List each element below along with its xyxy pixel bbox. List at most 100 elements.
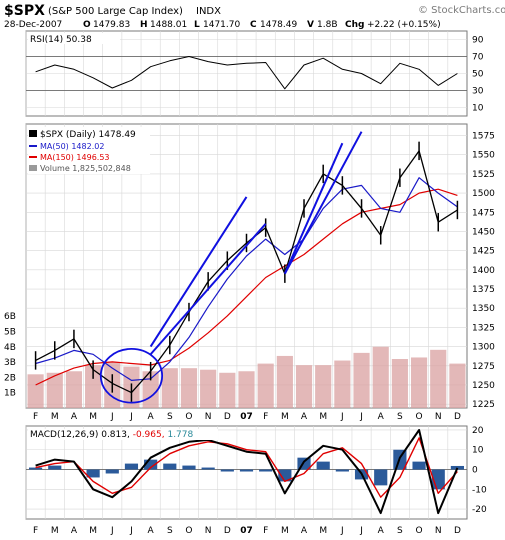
x-tick-label: S (397, 526, 403, 536)
x-tick-label: J (340, 412, 344, 422)
macd-histogram-bar (278, 469, 292, 482)
macd-histogram-bar (201, 467, 215, 470)
x-tick-label: D (224, 412, 231, 422)
volume-bar (200, 369, 217, 408)
macd-histogram-bar (182, 465, 196, 470)
index-name: (S&P 500 Large Cap Index) (48, 6, 183, 17)
x-tick-label: M (319, 412, 327, 422)
low-label: L (194, 20, 200, 30)
volume-bar (180, 368, 198, 408)
y-tick-label: 10 (472, 104, 484, 114)
volume-bar (85, 365, 102, 408)
volume-tick-label: 6B (4, 312, 16, 322)
trendline (149, 223, 267, 355)
x-tick-label: A (71, 412, 78, 422)
macd-title-main: MACD(12,26,9) 0.813, (30, 430, 130, 440)
volume-bar (257, 363, 274, 408)
x-tick-label: A (301, 526, 308, 536)
ma50-line (35, 177, 458, 381)
y-tick-label: 1375 (472, 285, 495, 295)
macd-histogram-bar (86, 469, 100, 478)
y-tick-label: 1400 (472, 266, 495, 276)
x-tick-label: S (167, 412, 173, 422)
x-tick-label: S (167, 526, 173, 536)
volume-tick-label: 1B (4, 389, 16, 399)
volume-tick-label: 5B (4, 327, 16, 337)
y-tick-label: 10 (472, 446, 484, 456)
y-tick-label: 90 (472, 36, 484, 46)
y-tick-label: 1250 (472, 381, 495, 391)
x-tick-label: F (263, 526, 268, 536)
close-value: 1478.49 (260, 20, 297, 30)
ma150-line (35, 188, 458, 386)
macd-histogram-bar (412, 461, 426, 470)
symbol-title: $SPX (4, 3, 45, 19)
x-tick-label: O (185, 526, 192, 536)
macd-histogram-bar (105, 469, 119, 474)
macd-signal-line (35, 437, 458, 498)
x-tick-label: N (435, 526, 442, 536)
rsi-line (35, 56, 458, 90)
volume-bar (65, 371, 83, 408)
macd-histogram-bar (239, 469, 254, 472)
watermark: © StockCharts.com (418, 5, 505, 16)
x-tick-label: D (454, 412, 461, 422)
y-tick-label: 1275 (472, 362, 495, 372)
macd-title: MACD(12,26,9) 0.813, -0.965, 1.778 (30, 430, 194, 440)
volume-bars (27, 346, 466, 408)
x-tick-label: 07 (240, 526, 253, 536)
x-tick-label: J (129, 526, 133, 536)
price-legend-bg (28, 127, 150, 174)
legend-ma150: MA(150) 1496.53 (40, 153, 110, 162)
y-tick-label: 1575 (472, 132, 495, 142)
x-tick-label: A (71, 526, 78, 536)
x-tick-label: N (435, 412, 442, 422)
x-tick-label: M (319, 526, 327, 536)
x-tick-label: F (33, 526, 38, 536)
volume-bar (353, 352, 370, 408)
y-tick-label: 1525 (472, 170, 495, 180)
macd-histogram (29, 449, 464, 490)
y-tick-label: 50 (472, 70, 484, 80)
macd-histogram-bar (220, 469, 234, 472)
y-tick-label: -10 (472, 485, 487, 495)
change-label: Chg (345, 20, 364, 30)
macd-histogram-bar (316, 461, 330, 470)
volume-tick-label: 2B (4, 373, 16, 383)
x-tick-label: J (129, 412, 133, 422)
x-tick-label: F (263, 412, 268, 422)
high-label: H (140, 20, 148, 30)
exchange-label: INDX (196, 6, 221, 17)
volume-bar (449, 363, 466, 408)
high-value: 1488.01 (150, 20, 187, 30)
y-tick-label: 1550 (472, 151, 495, 161)
x-tick-label: D (224, 526, 231, 536)
legend-price: $SPX (Daily) 1478.49 (40, 130, 136, 140)
x-tick-label: N (205, 526, 212, 536)
macd-title-signal: -0.965, (133, 430, 165, 440)
macd-histogram-bar (124, 463, 139, 470)
x-tick-label: 07 (240, 412, 253, 422)
x-tick-label: M (89, 412, 97, 422)
quote-date: 28-Dec-2007 (4, 20, 62, 30)
macd-line (35, 429, 459, 515)
volume-bar (430, 349, 447, 408)
volume-bar (334, 360, 351, 408)
volume-bar (27, 374, 44, 408)
price-line (35, 150, 458, 394)
volume-bar (315, 365, 332, 408)
legend-ma50: MA(50) 1482.02 (40, 142, 104, 151)
y-tick-label: 1450 (472, 227, 495, 237)
rsi-title-bg (28, 33, 120, 44)
volume-tick-label: 3B (4, 358, 16, 368)
close-label: C (250, 20, 257, 30)
y-tick-label: -20 (472, 505, 487, 515)
x-tick-label: A (148, 412, 155, 422)
volume-value: 1.8B (317, 20, 338, 30)
macd-title-hist: 1.778 (167, 430, 193, 440)
macd-histogram-bar (335, 469, 349, 472)
macd-title-bg (28, 429, 218, 440)
trendline (283, 142, 344, 275)
macd-histogram-bar (144, 459, 158, 470)
